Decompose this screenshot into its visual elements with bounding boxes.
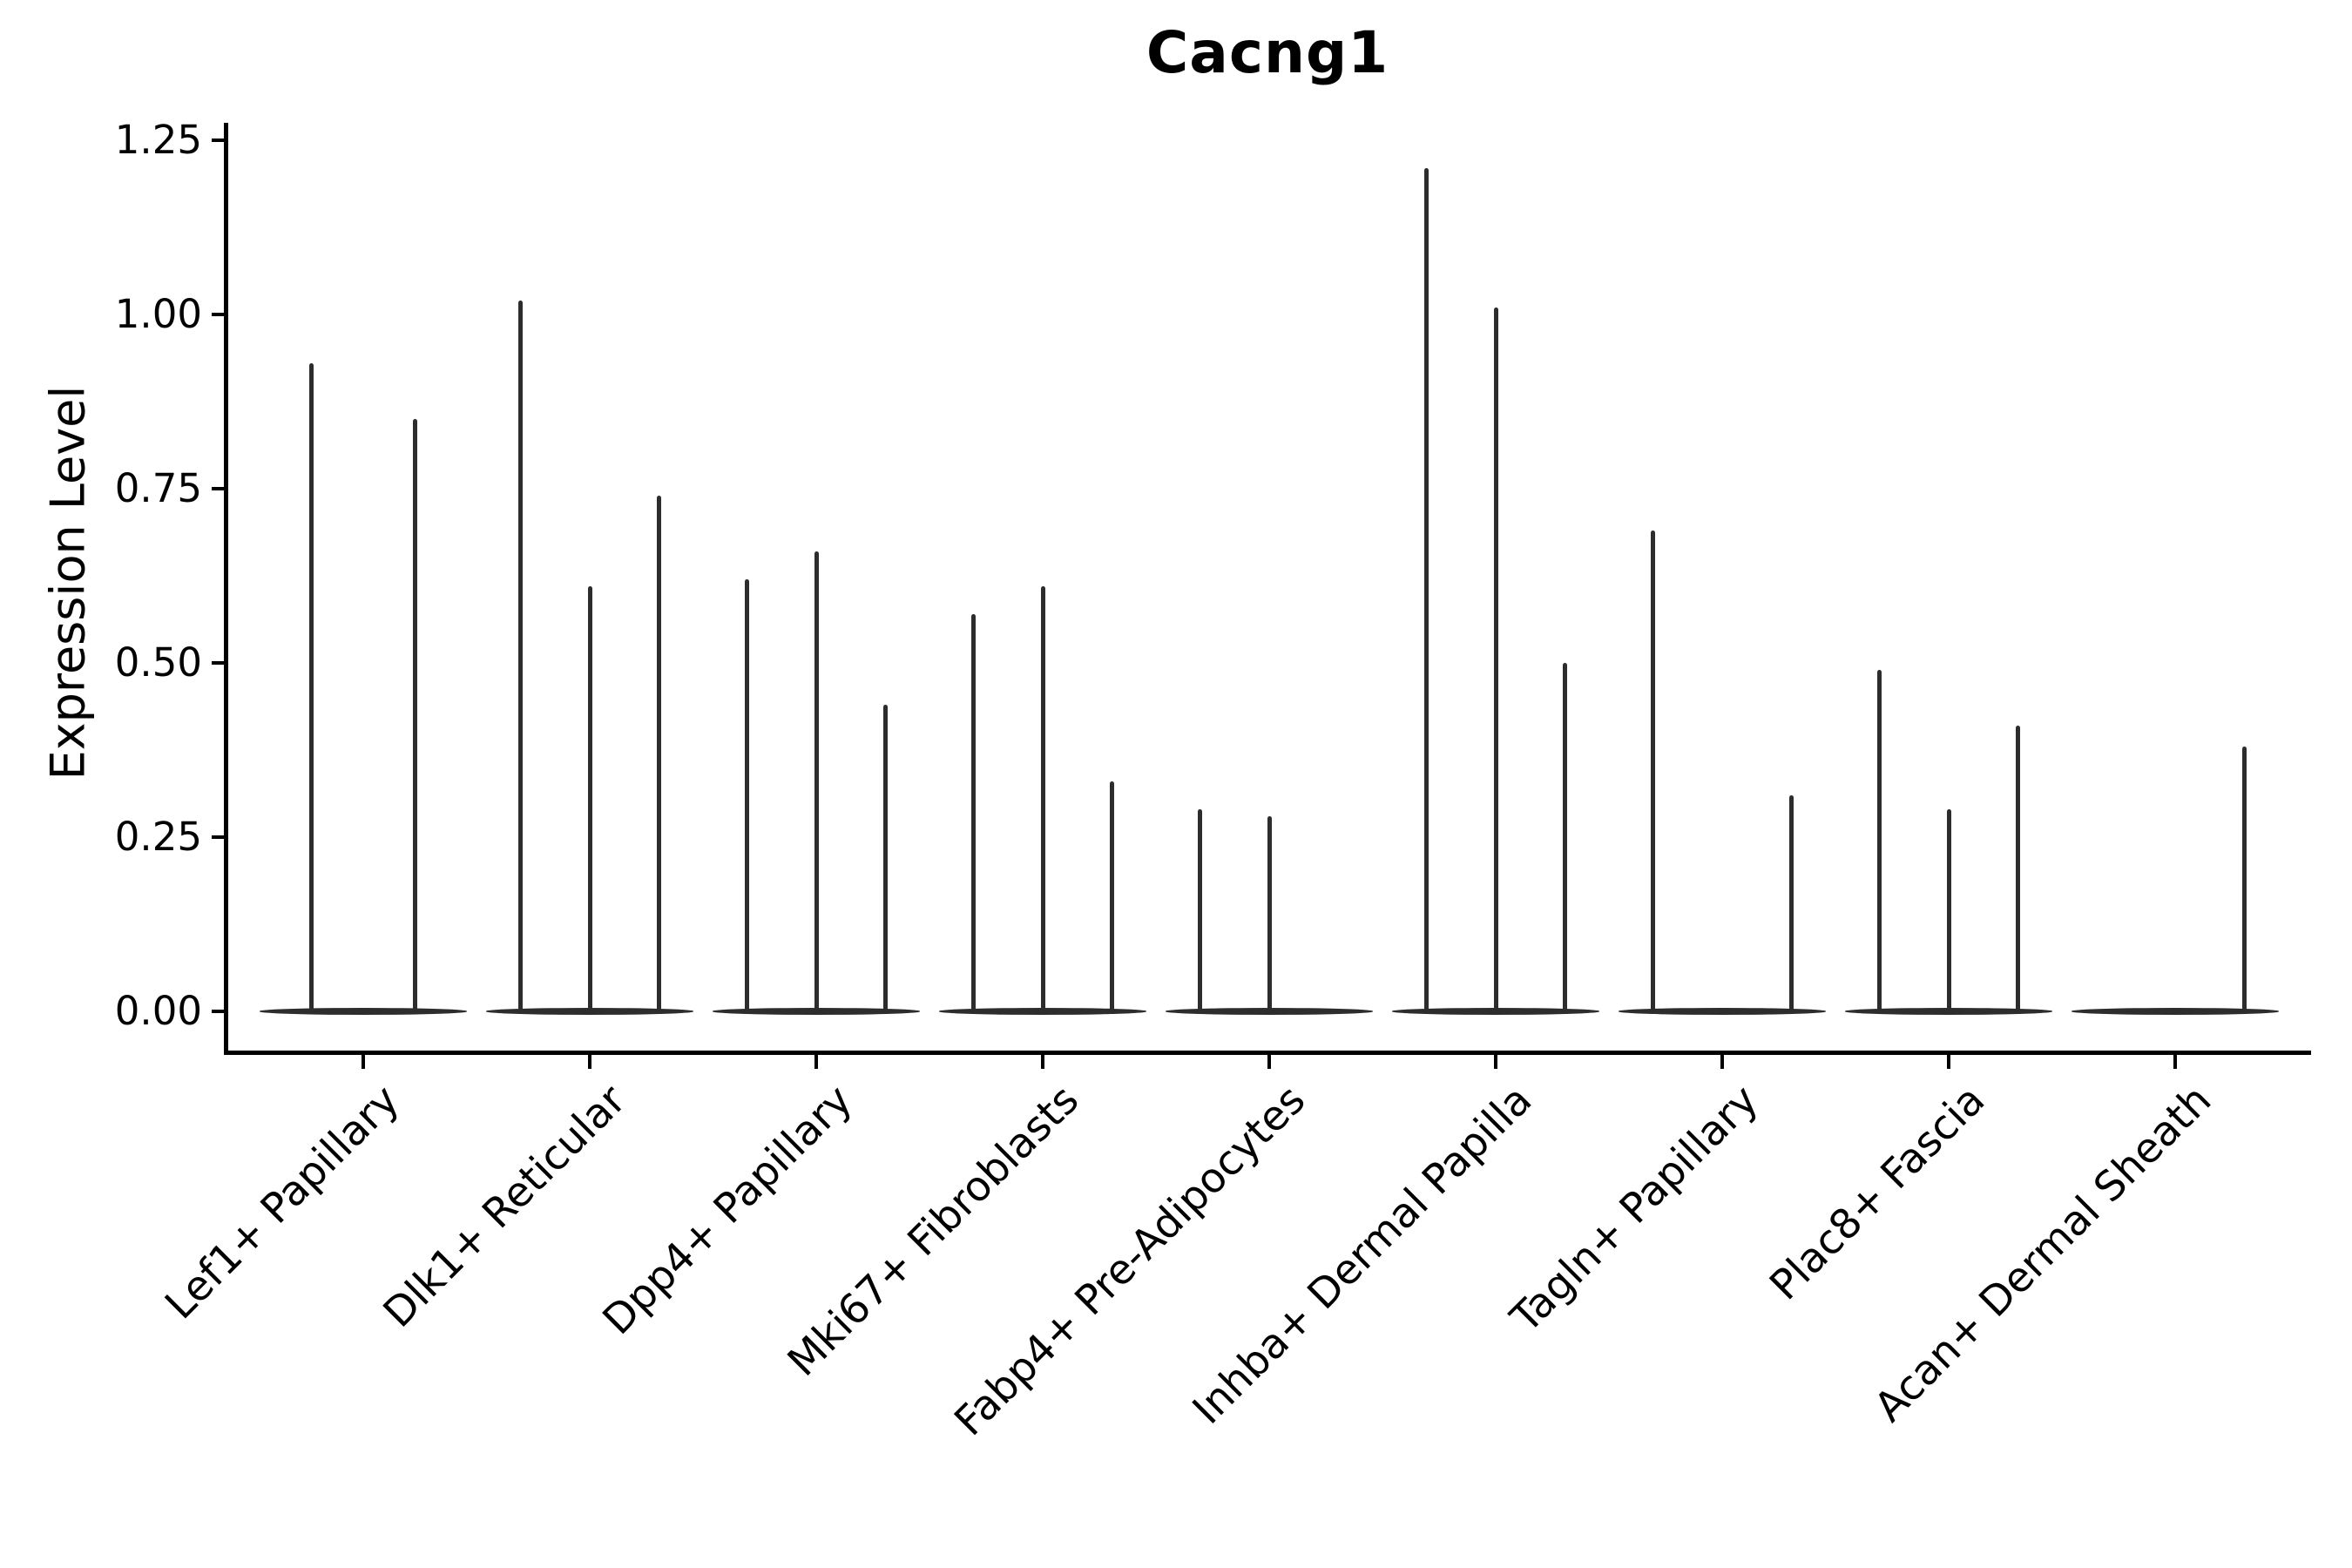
- x-tick: [1494, 1055, 1497, 1069]
- violin-spike: [309, 363, 314, 1014]
- violin-spike: [814, 551, 819, 1014]
- x-tick: [814, 1055, 818, 1069]
- x-tick-label: Plac8+ Fascia: [1761, 1076, 1995, 1310]
- violin-spike: [518, 301, 524, 1014]
- y-axis-label: Expression Level: [40, 385, 96, 781]
- violin-spike: [1040, 586, 1045, 1014]
- violin-base: [260, 1008, 467, 1015]
- y-tick: [212, 1010, 224, 1013]
- violin-spike: [1424, 168, 1429, 1014]
- violin-spike: [1109, 781, 1114, 1014]
- x-tick-label: Dlk1+ Reticular: [374, 1076, 636, 1337]
- violin-spike: [1493, 308, 1498, 1014]
- y-tick-label: 0.50: [114, 639, 202, 686]
- y-tick: [212, 835, 224, 839]
- violin-spike: [656, 496, 661, 1014]
- y-tick-label: 0.00: [114, 988, 202, 1034]
- x-tick: [588, 1055, 591, 1069]
- y-tick-label: 0.75: [114, 465, 202, 511]
- violin-spike: [2015, 726, 2020, 1014]
- violin-spike: [1946, 809, 1951, 1014]
- y-axis-line: [224, 123, 228, 1055]
- y-tick-label: 1.25: [114, 117, 202, 163]
- x-tick-label: Tagln+ Papillary: [1501, 1076, 1768, 1342]
- y-tick: [212, 487, 224, 490]
- x-tick: [1041, 1055, 1044, 1069]
- y-tick: [212, 139, 224, 142]
- violin-spike: [1877, 670, 1882, 1014]
- violin-spike: [413, 419, 417, 1014]
- x-tick: [362, 1055, 365, 1069]
- violin-spike: [1267, 816, 1272, 1014]
- x-axis-line: [224, 1051, 2311, 1055]
- y-tick-label: 0.25: [114, 814, 202, 860]
- violin-spike: [587, 586, 592, 1014]
- y-tick: [212, 661, 224, 665]
- x-tick-label: Dpp4+ Papillary: [593, 1076, 862, 1344]
- violin-spike: [1562, 663, 1567, 1014]
- violin-spike: [2241, 747, 2247, 1014]
- y-tick: [212, 313, 224, 316]
- violin-base: [1619, 1008, 1826, 1015]
- x-tick-label: Lef1+ Papillary: [156, 1076, 409, 1329]
- x-tick: [1947, 1055, 1950, 1069]
- violin-spike: [745, 579, 750, 1014]
- violin-base: [2072, 1008, 2279, 1015]
- violin-spike: [1198, 809, 1203, 1014]
- violin-spike: [971, 614, 977, 1014]
- violin-spike: [1651, 531, 1656, 1014]
- x-tick: [2173, 1055, 2177, 1069]
- x-tick: [1720, 1055, 1724, 1069]
- violin-spike: [1788, 795, 1794, 1014]
- violin-spike: [882, 705, 888, 1014]
- chart-title: Cacng1: [1146, 19, 1389, 86]
- y-tick-label: 1.00: [114, 291, 202, 337]
- x-tick: [1267, 1055, 1271, 1069]
